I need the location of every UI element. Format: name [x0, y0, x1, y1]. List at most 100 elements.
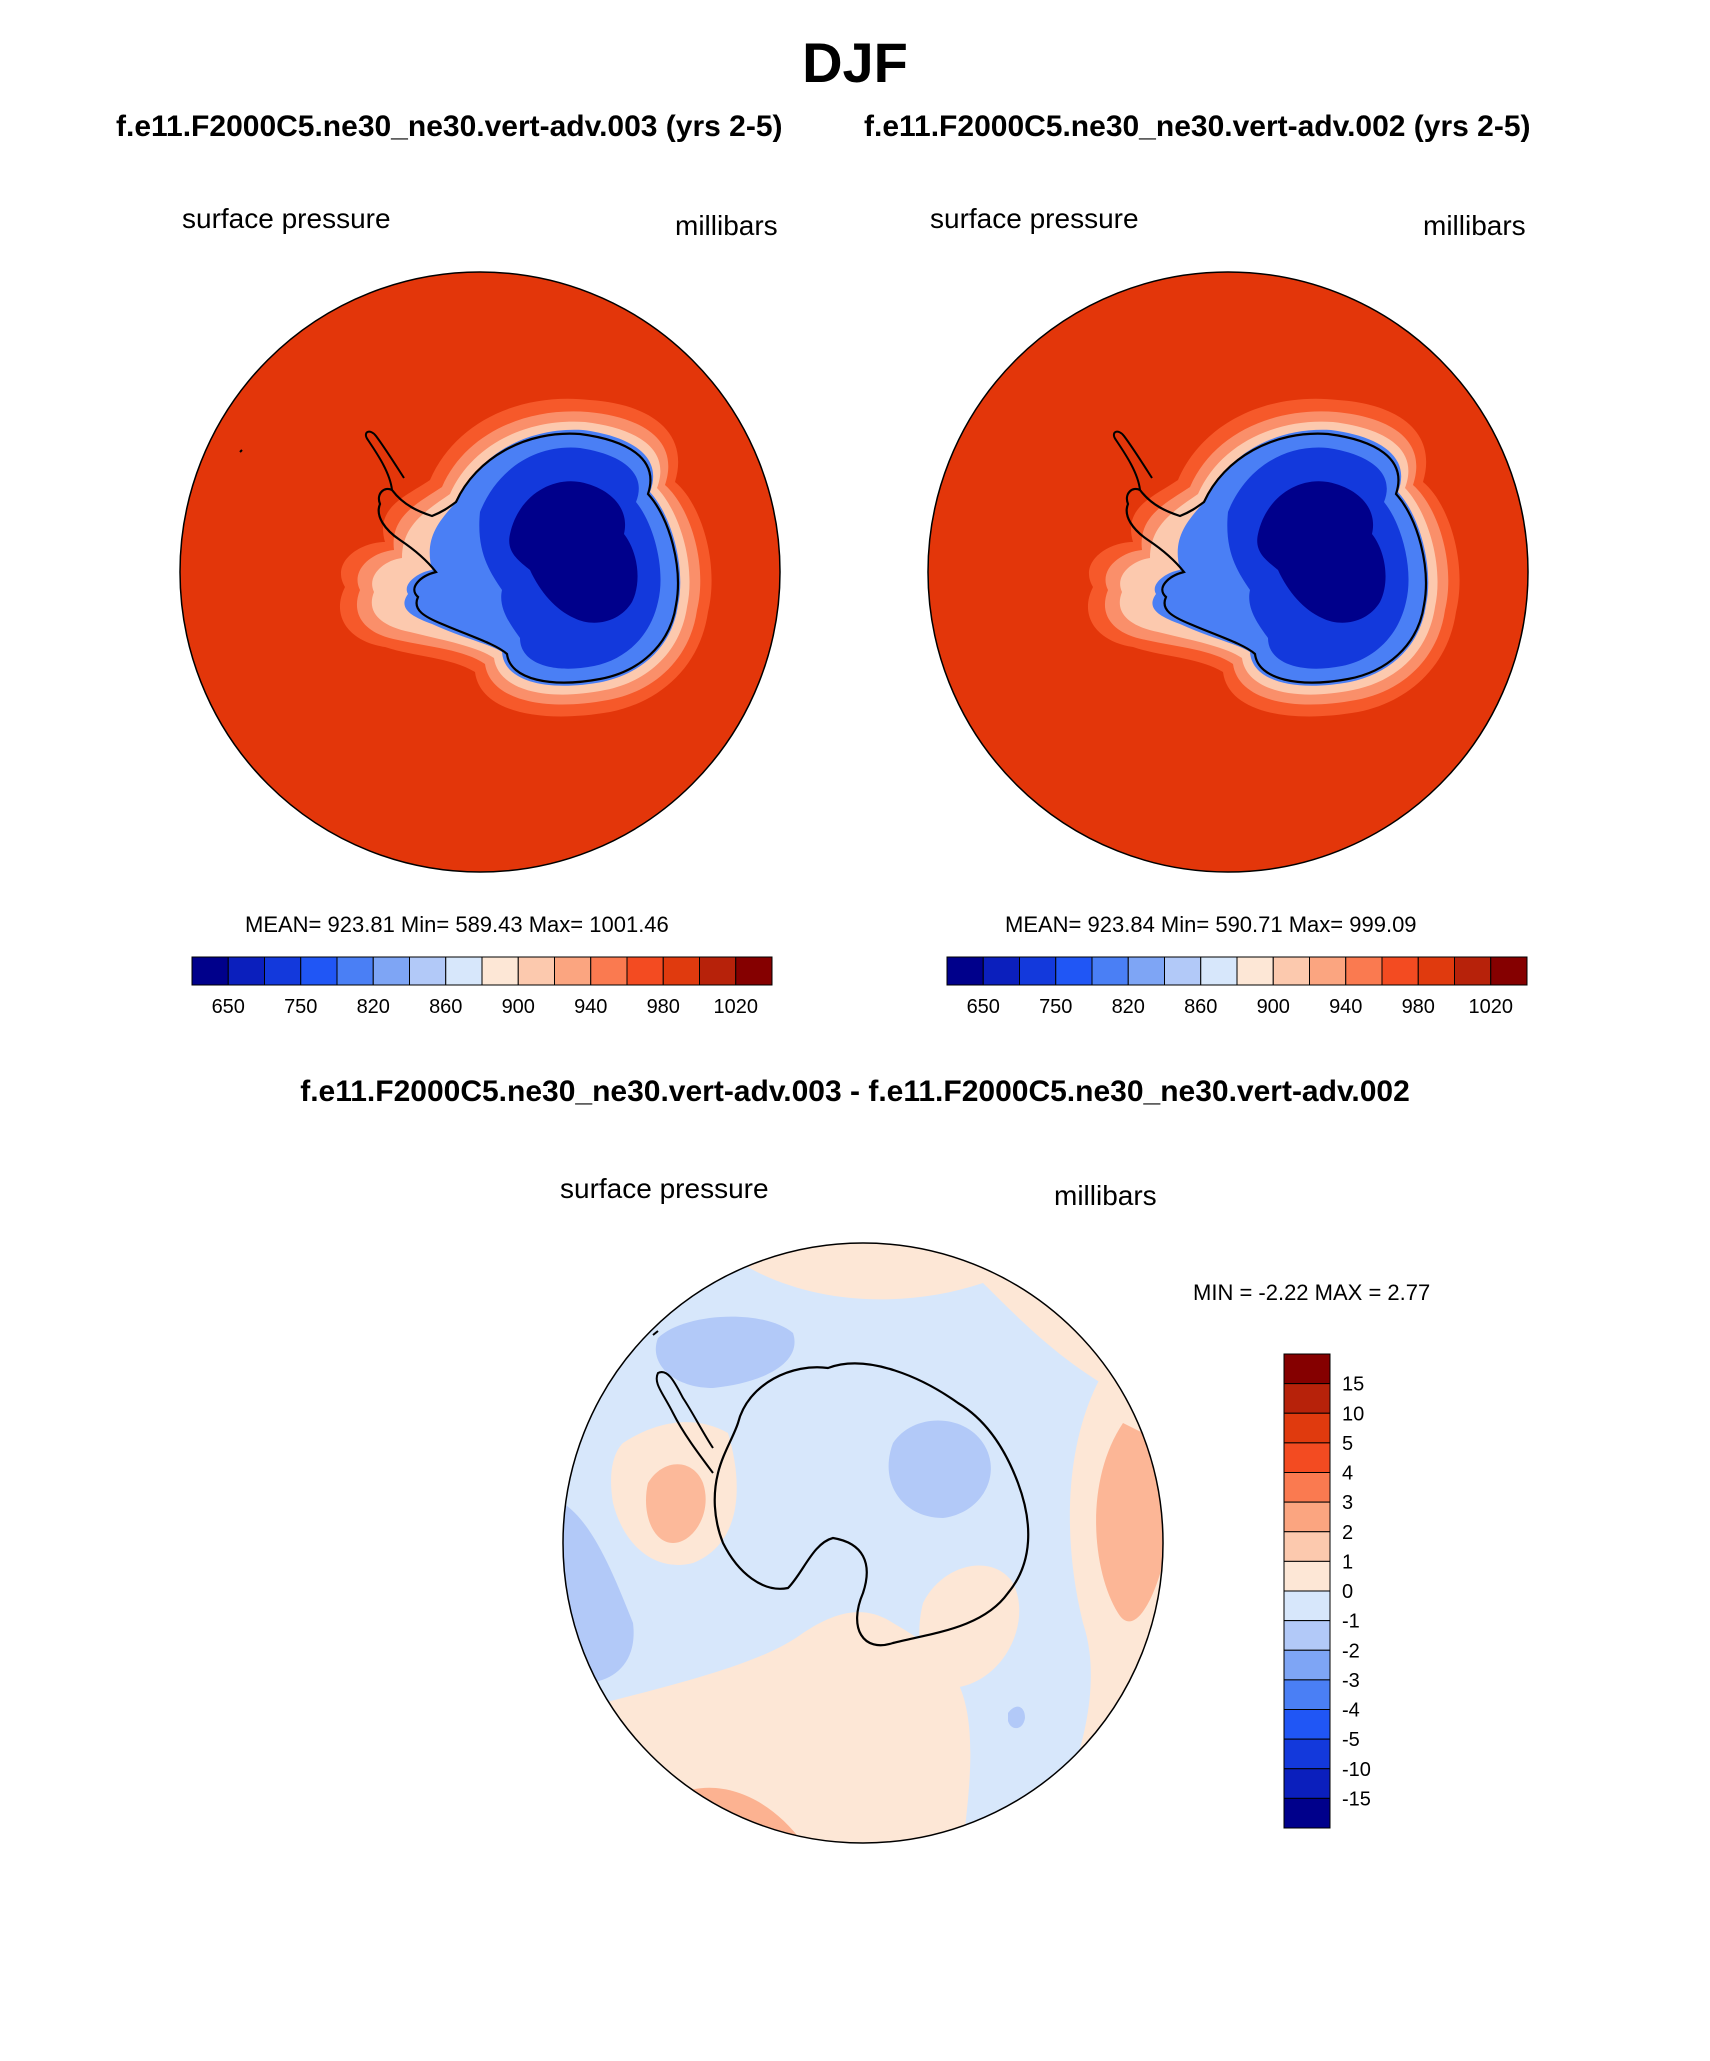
colorbar-box — [982, 956, 1020, 986]
colorbar-box — [626, 956, 664, 986]
colorbar-tick-label: 2 — [1342, 1522, 1353, 1544]
colorbar-box — [1200, 956, 1238, 986]
colorbar-tick-label: 4 — [1342, 1463, 1353, 1485]
colorbar-box — [699, 956, 737, 986]
colorbar-tick-label: 3 — [1342, 1492, 1353, 1514]
colorbar-box — [264, 956, 302, 986]
colorbar-box — [1309, 956, 1347, 986]
colorbar-box — [1055, 956, 1093, 986]
panel-c-stats: MIN = -2.22 MAX = 2.77 — [1193, 1280, 1431, 1305]
colorbar-box — [1345, 956, 1383, 986]
colorbar-tick-label: -5 — [1342, 1729, 1360, 1751]
panel-b-map — [927, 271, 1529, 873]
diff-pos-center — [919, 1565, 1020, 1688]
panel-c-units: millibars — [1054, 1180, 1157, 1211]
colorbar-box — [336, 956, 374, 986]
colorbar-box — [409, 956, 447, 986]
colorbar-tick-label: -2 — [1342, 1640, 1360, 1662]
colorbar-tick-label: -10 — [1342, 1759, 1371, 1781]
case-a-title: f.e11.F2000C5.ne30_ne30.vert-adv.003 (yr… — [116, 110, 783, 143]
colorbar-tick-label: 0 — [1342, 1581, 1353, 1603]
peninsula — [655, 1371, 714, 1474]
antarctica-contours — [1087, 398, 1460, 717]
colorbar-box — [227, 956, 265, 986]
colorbar-box — [1283, 1797, 1331, 1829]
antarctica-contours — [239, 398, 712, 717]
colorbar-tick-label: 980 — [647, 996, 680, 1018]
ice-core — [509, 481, 638, 623]
colorbar-tick-label: 940 — [574, 996, 607, 1018]
colorbar-tick-label: 1020 — [1469, 996, 1514, 1018]
colorbar-box — [1283, 1412, 1331, 1444]
colorbar-tick-label: 750 — [1039, 996, 1072, 1018]
colorbar-box — [662, 956, 700, 986]
colorbar-box — [1283, 1383, 1331, 1414]
colorbar-tick-label: 980 — [1402, 996, 1435, 1018]
diff-pos-right-strong — [1096, 1423, 1163, 1622]
panel-b-colorbar: 650 750 820 860 900 940 980 1020 — [946, 956, 1528, 1018]
colorbar-box — [1417, 956, 1455, 986]
colorbar-tick-label: 10 — [1342, 1403, 1364, 1425]
colorbar-tick-label: 650 — [967, 996, 1000, 1018]
colorbar-box — [590, 956, 628, 986]
coastline — [377, 432, 679, 684]
colorbar-tick-label: -1 — [1342, 1611, 1360, 1633]
colorbar-box — [1283, 1472, 1331, 1503]
colorbar-box — [1381, 956, 1419, 986]
colorbar-box — [1283, 1531, 1331, 1562]
coastline — [713, 1362, 1030, 1647]
colorbar-box — [1091, 956, 1129, 986]
map-border — [927, 271, 1529, 873]
panel-c-map — [562, 1242, 1164, 1844]
diff-title: f.e11.F2000C5.ne30_ne30.vert-adv.003 - f… — [300, 1075, 1410, 1108]
colorbar-box — [946, 956, 984, 986]
colorbar-tick-label: 1020 — [714, 996, 759, 1018]
colorbar-box — [1283, 1679, 1331, 1710]
colorbar-box — [372, 956, 410, 986]
colorbar-tick-label: 5 — [1342, 1433, 1353, 1455]
colorbar-box — [1283, 1501, 1331, 1533]
colorbar-tick-label: 820 — [1112, 996, 1145, 1018]
colorbar-box — [1454, 956, 1492, 986]
diff-neg-left-edge — [563, 1503, 634, 1683]
colorbar-box — [1236, 956, 1274, 986]
colorbar-tick-label: -3 — [1342, 1670, 1360, 1692]
figure-title: DJF — [802, 31, 908, 94]
diff-pos-left-strong — [645, 1464, 706, 1543]
panel-b-stats: MEAN= 923.84 Min= 590.71 Max= 999.09 — [1005, 912, 1417, 937]
peninsula — [1112, 430, 1153, 491]
colorbar-box — [517, 956, 555, 986]
colorbar-tick-label: 900 — [1257, 996, 1290, 1018]
colorbar-tick-label: 860 — [429, 996, 462, 1018]
diff-neg-center — [888, 1420, 991, 1518]
panel-a-stats: MEAN= 923.81 Min= 589.43 Max= 1001.46 — [245, 912, 669, 937]
colorbar-box — [1272, 956, 1310, 986]
colorbar-tick-label: 650 — [212, 996, 245, 1018]
colorbar-box — [300, 956, 338, 986]
colorbar-box — [1490, 956, 1528, 986]
colorbar-box — [735, 956, 773, 986]
colorbar-tick-label: -15 — [1342, 1788, 1371, 1810]
panel-a-colorbar: 650 750 820 860 900 940 980 1020 — [191, 956, 773, 1018]
panel-b-variable: surface pressure — [930, 203, 1139, 234]
diff-antarctica — [652, 1330, 1030, 1647]
colorbar-box — [1283, 1768, 1331, 1799]
panel-a-map — [179, 271, 781, 873]
colorbar-tick-label: -4 — [1342, 1700, 1360, 1722]
colorbar-box — [1283, 1620, 1331, 1651]
colorbar-tick-label: 15 — [1342, 1374, 1364, 1396]
peninsula — [364, 430, 405, 491]
colorbar-box — [1019, 956, 1057, 986]
colorbar-box — [1283, 1738, 1331, 1770]
colorbar-box — [1283, 1560, 1331, 1592]
colorbar-box — [481, 956, 519, 986]
colorbar-tick-label: 1 — [1342, 1551, 1353, 1573]
island — [239, 449, 243, 453]
coastline — [1125, 432, 1427, 684]
colorbar-tick-label: 940 — [1329, 996, 1362, 1018]
colorbar-box — [1127, 956, 1165, 986]
colorbar-box — [1283, 1649, 1331, 1681]
panel-a-units: millibars — [675, 210, 778, 241]
colorbar-tick-label: 750 — [284, 996, 317, 1018]
